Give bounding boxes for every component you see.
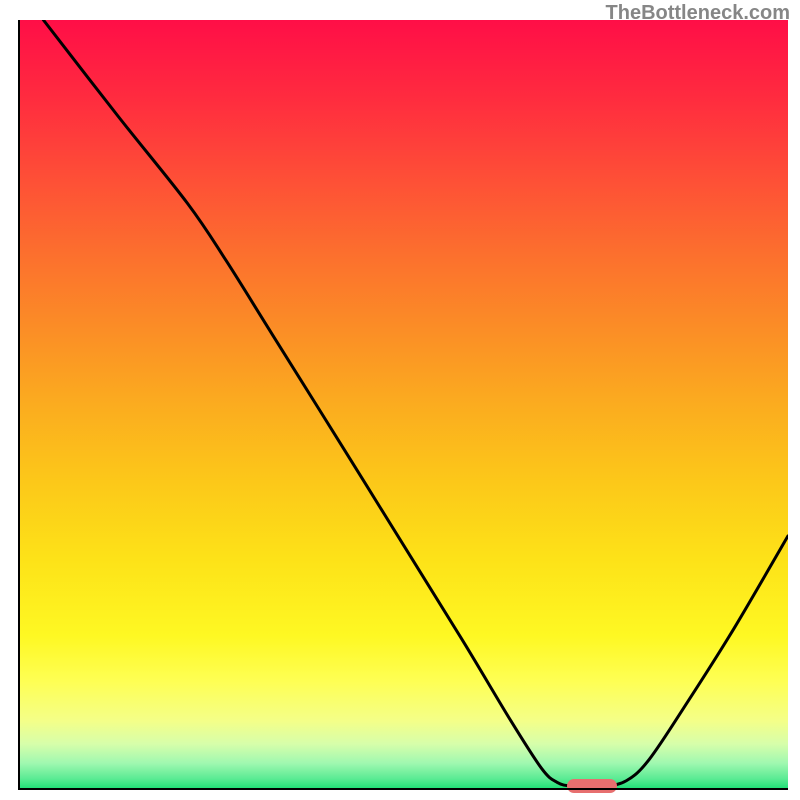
x-axis: [18, 788, 788, 790]
watermark-text: TheBottleneck.com: [606, 2, 790, 25]
gradient-background: [18, 20, 788, 790]
y-axis: [18, 20, 20, 790]
chart-container: TheBottleneck.com: [0, 0, 800, 800]
optimum-marker: [567, 779, 617, 793]
plot-area: [18, 20, 788, 790]
